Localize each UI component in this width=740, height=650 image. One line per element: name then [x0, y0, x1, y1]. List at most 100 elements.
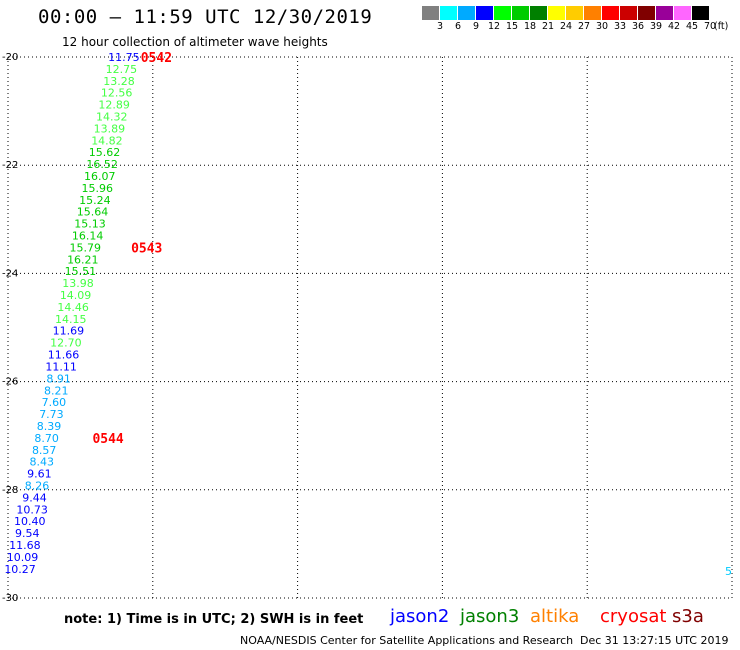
track-point-label: 8.21 — [44, 384, 69, 397]
y-tick-label: -22 — [2, 160, 18, 171]
y-tick-label: -20 — [2, 52, 18, 63]
scale-swatch — [530, 6, 547, 20]
track-point-label: 12.89 — [98, 99, 130, 112]
track-point-label: 16.21 — [67, 253, 99, 266]
scale-label: 9 — [472, 21, 480, 32]
track-point-label: 8.91 — [46, 372, 71, 385]
pass-time-label: 0543 — [131, 241, 162, 256]
scale-label: 39 — [649, 21, 663, 32]
track-point-label: 9.61 — [27, 468, 52, 481]
track-point-label: 10.27 — [4, 563, 36, 576]
y-tick-label: -24 — [2, 268, 18, 279]
track-point-label: 9.54 — [15, 527, 40, 540]
scale-label: 6 — [454, 21, 462, 32]
scale-swatch — [512, 6, 529, 20]
y-tick-label: -28 — [2, 485, 18, 496]
scale-label: 70 — [703, 21, 717, 32]
track-point-label: 13.98 — [62, 277, 94, 290]
wave-height-color-scale: (ft) 3 6 9 12 15 18 21 24 27 30 33 36 39 42 45 70 — [422, 6, 732, 34]
scale-label: 24 — [559, 21, 573, 32]
scale-swatch — [440, 6, 457, 20]
scale-swatch — [494, 6, 511, 20]
track-point-label: 12.70 — [50, 337, 82, 350]
pass-time-label: 0544 — [92, 432, 123, 447]
scale-label: 15 — [505, 21, 519, 32]
scale-swatch — [476, 6, 493, 20]
y-tick-label: -26 — [2, 377, 18, 388]
track-point-label: 12.75 — [106, 63, 138, 76]
satellite-legend-item: jason3 — [460, 606, 520, 627]
track-point-label: 7.60 — [42, 396, 67, 409]
scale-swatch — [620, 6, 637, 20]
scale-swatch — [656, 6, 673, 20]
scale-swatch — [584, 6, 601, 20]
x-tick-label: 60 — [2, 604, 15, 605]
track-point-label: 15.96 — [82, 182, 114, 195]
satellite-legend-item: altika — [530, 606, 580, 627]
track-point-label: 14.46 — [57, 301, 89, 314]
track-point-label: 10.09 — [7, 551, 39, 564]
chart-title: 00:00 – 11:59 UTC 12/30/2019 — [38, 6, 373, 28]
chart-subtitle: 12 hour collection of altimeter wave hei… — [62, 35, 328, 49]
track-point-label: 5 — [725, 565, 732, 578]
generation-timestamp: Dec 31 13:27:15 UTC 2019 — [580, 634, 729, 647]
scale-label: 27 — [577, 21, 591, 32]
track-point-label: 15.13 — [74, 218, 106, 231]
scale-label: 42 — [667, 21, 681, 32]
scale-label: 3 — [436, 21, 444, 32]
track-point-label: 14.15 — [55, 313, 87, 326]
scale-swatch — [422, 6, 439, 20]
track-point-label: 15.64 — [77, 206, 109, 219]
track-point-label: 14.32 — [96, 111, 128, 124]
scale-label: 30 — [595, 21, 609, 32]
track-point-label: 10.73 — [16, 503, 48, 516]
track-point-label: 12.56 — [101, 87, 133, 100]
x-tick-label: 66 — [291, 604, 304, 605]
track-point-label: 11.66 — [48, 349, 80, 362]
scale-label: 33 — [613, 21, 627, 32]
scale-swatch — [566, 6, 583, 20]
track-point-label: 13.89 — [94, 122, 126, 135]
track-point-label: 14.09 — [60, 289, 92, 302]
track-point-label: 9.44 — [22, 491, 47, 504]
scale-swatch — [548, 6, 565, 20]
y-tick-label: -30 — [2, 593, 18, 604]
scale-swatch — [674, 6, 691, 20]
credit-line: NOAA/NESDIS Center for Satellite Applica… — [240, 634, 574, 647]
track-point-label: 8.43 — [30, 456, 55, 469]
track-point-label: 11.68 — [9, 539, 41, 552]
satellite-legend-item: s3a — [672, 606, 704, 627]
wave-height-map: 60 63 66 69 72 75 -20 -22 -24 -26 -28 -30 11.7512.75… — [2, 51, 739, 605]
track-point-label: 11.75 — [108, 51, 140, 64]
x-tick-label: 63 — [146, 604, 159, 605]
scale-swatch — [692, 6, 709, 20]
track-point-label: 11.11 — [45, 360, 77, 373]
track-point-label: 15.24 — [79, 194, 111, 207]
scale-label: 18 — [523, 21, 537, 32]
footer-note: note: 1) Time is in UTC; 2) SWH is in fe… — [64, 612, 364, 627]
track-point-label: 11.69 — [53, 325, 85, 338]
satellite-legend-item: cryosat — [600, 606, 667, 627]
scale-swatch — [458, 6, 475, 20]
track-point-label: 8.26 — [25, 479, 50, 492]
track-point-label: 15.79 — [69, 241, 101, 254]
scale-swatch — [638, 6, 655, 20]
scale-label: 45 — [685, 21, 699, 32]
track-point-label: 16.07 — [84, 170, 116, 183]
pass-time-label: 0542 — [141, 51, 172, 66]
track-point-label: 15.51 — [65, 265, 97, 278]
x-tick-label: 69 — [436, 604, 449, 605]
track-point-label: 16.14 — [72, 230, 104, 243]
track-point-label: 8.70 — [34, 432, 59, 445]
track-point-label: 14.82 — [91, 134, 123, 147]
scale-label: 36 — [631, 21, 645, 32]
track-point-label: 15.62 — [89, 146, 121, 159]
satellite-legend-item: jason2 — [390, 606, 450, 627]
color-scale-unit: (ft) — [714, 21, 729, 32]
x-tick-label: 72 — [581, 604, 594, 605]
scale-label: 12 — [487, 21, 501, 32]
x-tick-label: 75 — [726, 604, 739, 605]
track-point-label: 13.28 — [103, 75, 135, 88]
track-point-label: 7.73 — [39, 408, 64, 421]
track-point-label: 16.52 — [86, 158, 118, 171]
